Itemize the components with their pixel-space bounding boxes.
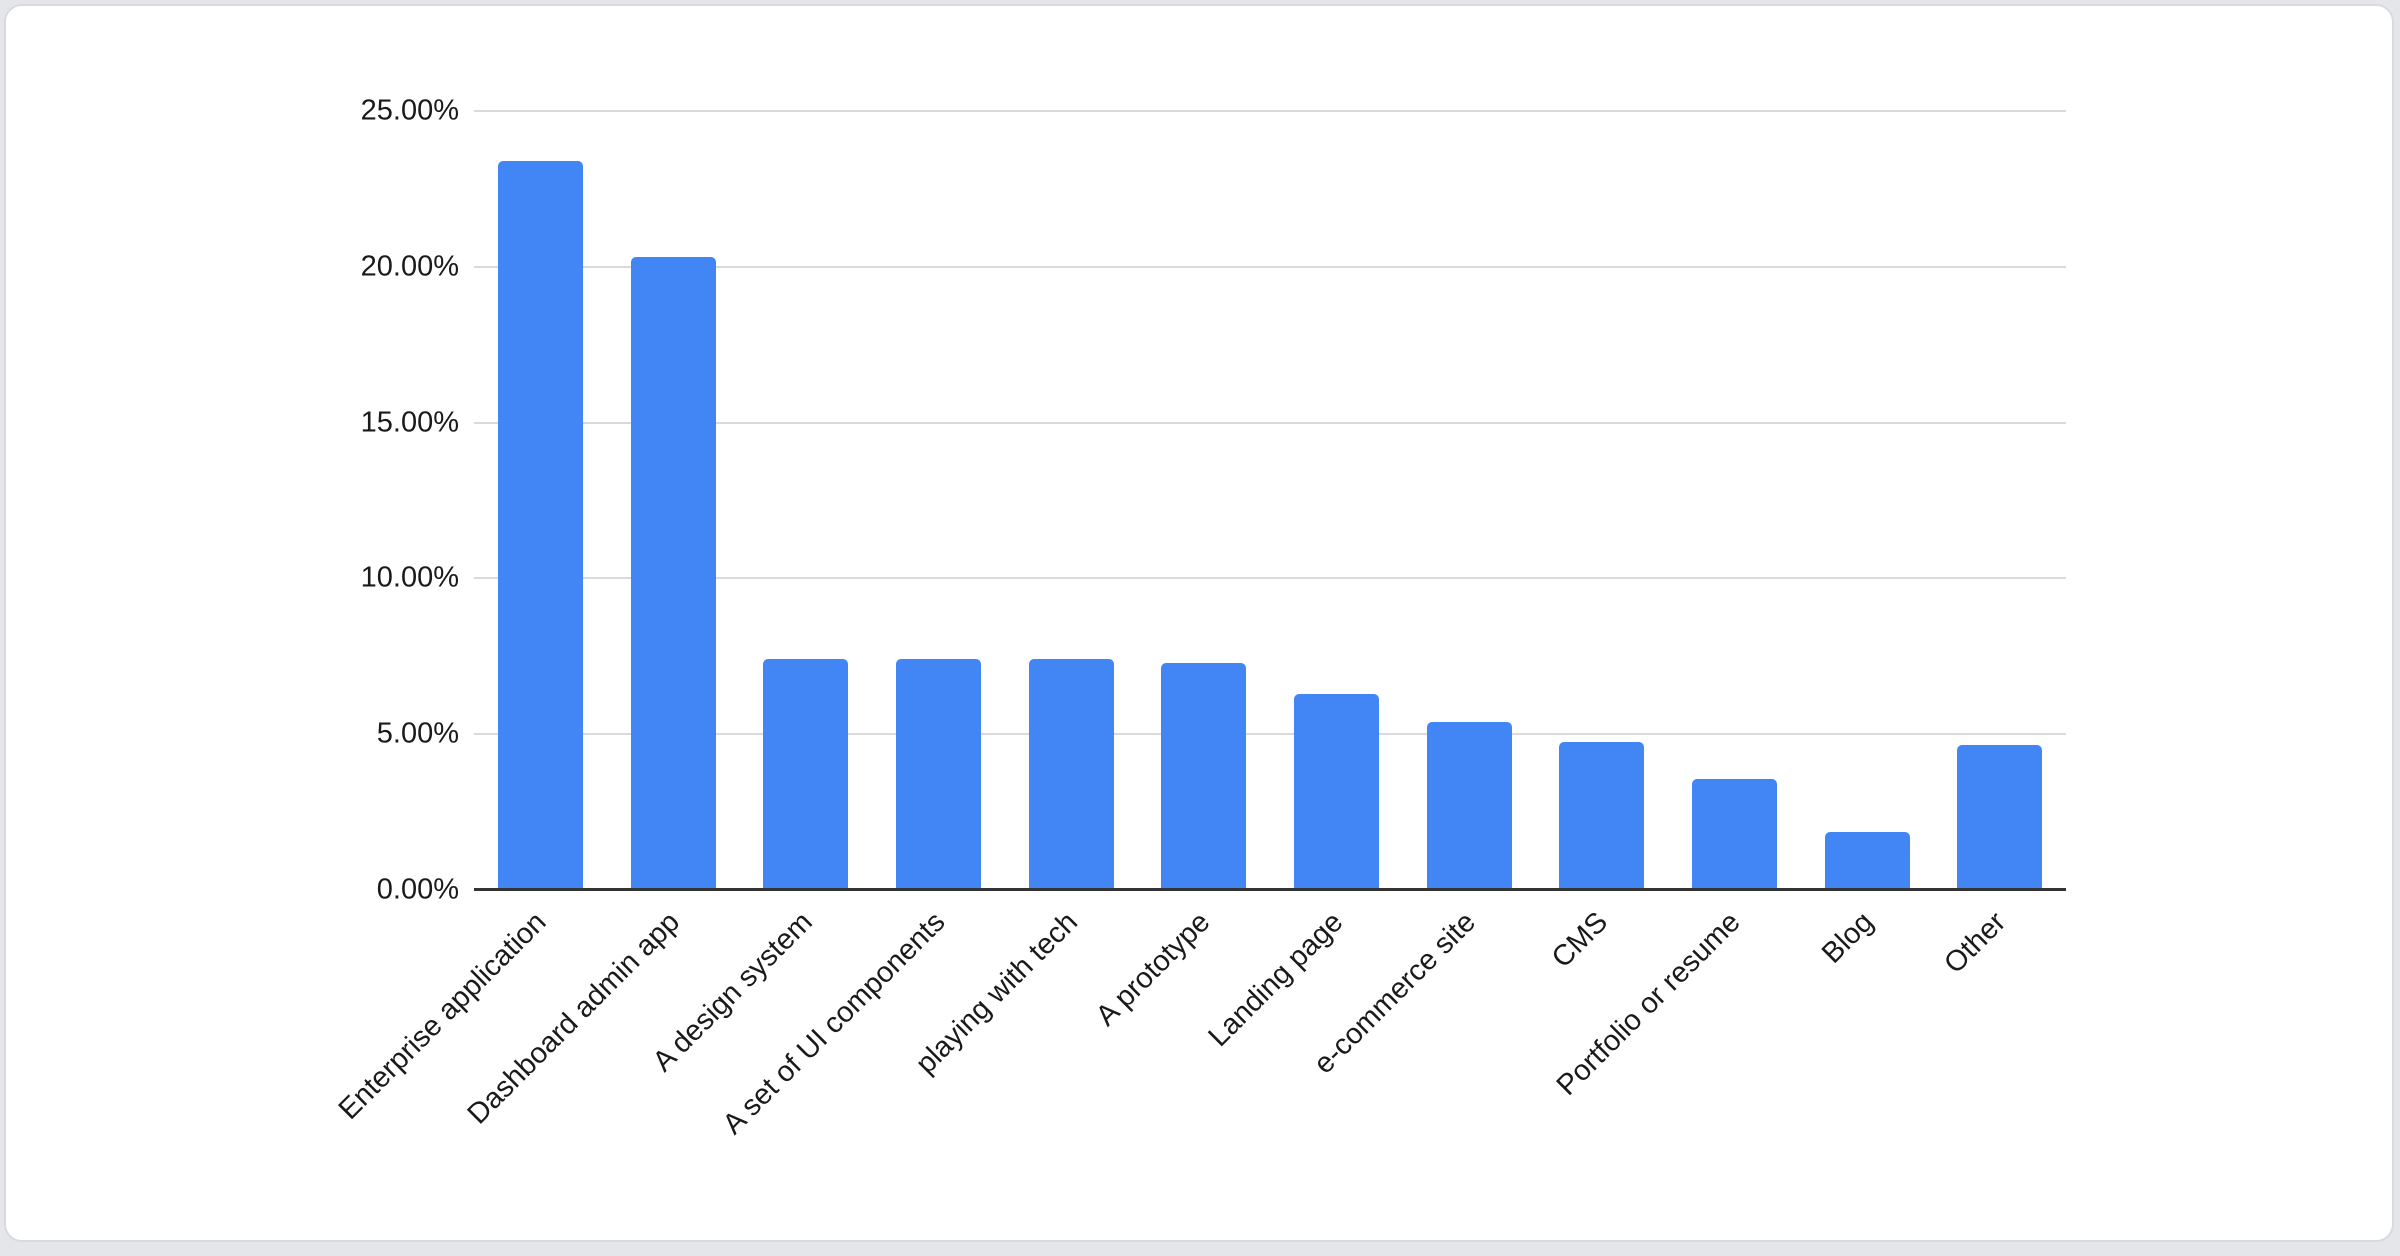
bar-slot <box>474 111 607 890</box>
bar-slot <box>1933 111 2066 890</box>
bar-a-design-system[interactable] <box>763 659 849 890</box>
y-axis-tick-label: 25.00% <box>360 94 459 127</box>
bar-playing-with-tech[interactable] <box>1028 659 1114 890</box>
plot-area: Enterprise application Dashboard admin ap… <box>333 96 2066 1141</box>
y-axis-tick-label: 10.00% <box>360 561 459 594</box>
chart-card: Enterprise application Dashboard admin ap… <box>4 4 2394 1242</box>
y-axis-tick-label: 0.00% <box>376 873 459 906</box>
bar-slot <box>1403 111 1536 890</box>
gridline-15 <box>474 421 2066 424</box>
bar-e-commerce-site[interactable] <box>1426 721 1512 890</box>
x-axis-tick-label: Landing page <box>1202 906 1349 1053</box>
gridline-25 <box>474 110 2066 112</box>
bar-blog[interactable] <box>1824 832 1910 890</box>
x-axis-tick-label: Other <box>1938 906 2013 980</box>
y-axis-tick-label: 15.00% <box>360 406 459 439</box>
y-axis-tick-label: 5.00% <box>376 717 459 750</box>
gridline-5 <box>474 733 2066 736</box>
bar-slot <box>872 111 1005 890</box>
bars-container <box>474 111 2066 890</box>
bar-a-set-of-ui-components[interactable] <box>895 659 981 890</box>
x-axis-tick-label: Blog <box>1815 906 1880 970</box>
bar-a-prototype[interactable] <box>1161 662 1247 890</box>
bar-other[interactable] <box>1957 745 2043 890</box>
bar-slot <box>739 111 872 890</box>
bar-slot <box>607 111 740 890</box>
bar-enterprise-application[interactable] <box>497 160 583 890</box>
bar-slot <box>1801 111 1934 890</box>
x-axis-tick-label: A set of UI components <box>716 906 951 1141</box>
bar-slot <box>1005 111 1138 890</box>
bar-slot <box>1137 111 1270 890</box>
gridline-20 <box>474 265 2066 268</box>
bar-slot <box>1535 111 1668 890</box>
bar-landing-page[interactable] <box>1293 693 1379 890</box>
x-axis-tick-label: CMS <box>1546 906 1615 975</box>
y-axis-tick-label: 20.00% <box>360 250 459 283</box>
bar-slot <box>1668 111 1801 890</box>
bar-slot <box>1270 111 1403 890</box>
x-axis-tick-label: A prototype <box>1089 906 1217 1033</box>
gridline-10 <box>474 577 2066 580</box>
bar-dashboard-admin-app[interactable] <box>630 257 716 890</box>
bar-portfolio-or-resume[interactable] <box>1691 779 1777 890</box>
x-axis-line <box>474 888 2066 891</box>
bar-cms[interactable] <box>1559 742 1645 890</box>
